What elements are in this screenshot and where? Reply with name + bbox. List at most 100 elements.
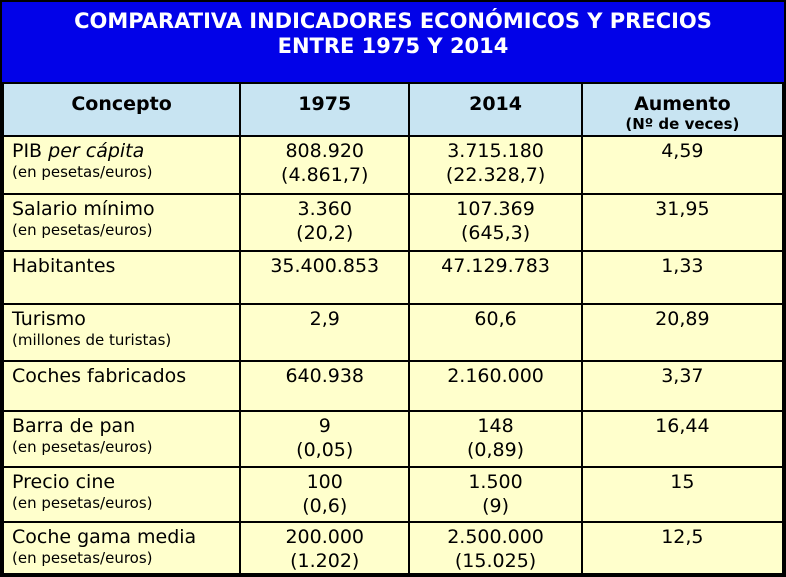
increase-cell: 31,95 <box>580 193 784 252</box>
value-1975-cell: 200.000 (1.202) <box>239 521 411 575</box>
value-2014-cell: 2.160.000 <box>408 360 583 412</box>
concept-label: Turismo <box>12 307 235 331</box>
header-label: 2014 <box>469 93 522 115</box>
increase-value: 15 <box>670 471 695 493</box>
column-header-1975: 1975 <box>239 82 411 137</box>
value-main: 3.360 <box>297 198 352 220</box>
concept-cell: Habitantes <box>2 250 242 305</box>
concept-cell: Coche gama media (en pesetas/euros) <box>2 521 242 575</box>
concept-note: (en pesetas/euros) <box>12 221 153 239</box>
concept-cell: Precio cine (en pesetas/euros) <box>2 466 242 523</box>
header-label: Aumento <box>634 93 731 115</box>
increase-cell: 15 <box>580 466 784 523</box>
value-2014-cell: 3.715.180 (22.328,7) <box>408 135 583 195</box>
increase-cell: 1,33 <box>580 250 784 305</box>
value-main: 35.400.853 <box>270 255 380 277</box>
value-2014-cell: 47.129.783 <box>408 250 583 305</box>
increase-value: 3,37 <box>661 365 704 387</box>
header-label: 1975 <box>298 93 352 115</box>
concept-text: Coches fabricados <box>12 365 187 387</box>
table-row: PIB per cápita (en pesetas/euros) 808.92… <box>2 135 784 195</box>
concept-label: Precio cine <box>12 470 235 494</box>
concept-label: PIB per cápita <box>12 139 235 163</box>
concept-label: Coches fabricados <box>12 364 235 388</box>
value-2014-cell: 60,6 <box>408 303 583 362</box>
table-row: Habitantes 35.400.853 47.129.783 1,33 <box>2 250 784 305</box>
concept-cell: Coches fabricados <box>2 360 242 412</box>
value-main: 9 <box>318 415 331 437</box>
header-row: Concepto 1975 2014 Aumento (Nº de veces) <box>2 82 784 137</box>
header-label: Concepto <box>71 93 172 115</box>
increase-cell: 12,5 <box>580 521 784 575</box>
table-row: Coches fabricados 640.938 2.160.000 3,37 <box>2 360 784 412</box>
table-row: Barra de pan (en pesetas/euros) 9 (0,05)… <box>2 410 784 468</box>
value-main: 640.938 <box>285 365 365 387</box>
value-sub: (22.328,7) <box>445 164 546 186</box>
increase-value: 4,59 <box>661 140 704 162</box>
value-1975-cell: 2,9 <box>239 303 411 362</box>
value-2014-cell: 107.369 (645,3) <box>408 193 583 252</box>
value-main: 2.500.000 <box>447 526 544 548</box>
value-main: 1.500 <box>468 471 523 493</box>
table-row: Turismo (millones de turistas) 2,9 60,6 … <box>2 303 784 362</box>
page-title-line1: COMPARATIVA INDICADORES ECONÓMICOS Y PRE… <box>74 9 712 33</box>
comparison-table: Concepto 1975 2014 Aumento (Nº de veces)… <box>2 82 784 575</box>
table-row: Coche gama media (en pesetas/euros) 200.… <box>2 521 784 575</box>
concept-note: (millones de turistas) <box>12 331 172 349</box>
increase-value: 20,89 <box>655 308 710 330</box>
column-header-aumento: Aumento (Nº de veces) <box>580 82 784 137</box>
value-main: 60,6 <box>474 308 517 330</box>
value-sub: (645,3) <box>460 222 531 244</box>
value-sub: (9) <box>482 495 509 517</box>
value-main: 808.920 <box>285 140 365 162</box>
value-2014-cell: 1.500 (9) <box>408 466 583 523</box>
value-1975-cell: 35.400.853 <box>239 250 411 305</box>
concept-text-italic: per cápita <box>48 140 145 162</box>
concept-label: Barra de pan <box>12 414 235 438</box>
concept-note: (en pesetas/euros) <box>12 494 153 512</box>
increase-cell: 20,89 <box>580 303 784 362</box>
concept-label: Coche gama media <box>12 525 235 549</box>
concept-cell: Barra de pan (en pesetas/euros) <box>2 410 242 468</box>
value-main: 200.000 <box>285 526 365 548</box>
column-header-concepto: Concepto <box>2 82 242 137</box>
value-sub: (0,05) <box>296 439 354 461</box>
increase-value: 1,33 <box>661 255 704 277</box>
value-main: 100 <box>306 471 343 493</box>
value-2014-cell: 2.500.000 (15.025) <box>408 521 583 575</box>
concept-cell: PIB per cápita (en pesetas/euros) <box>2 135 242 195</box>
concept-text: Coche gama media <box>12 526 197 548</box>
concept-text: Turismo <box>12 308 86 330</box>
value-1975-cell: 100 (0,6) <box>239 466 411 523</box>
value-main: 2,9 <box>309 308 340 330</box>
value-main: 47.129.783 <box>441 255 550 277</box>
concept-text: Salario mínimo <box>12 198 155 220</box>
increase-value: 12,5 <box>661 526 704 548</box>
value-sub: (4.861,7) <box>281 164 369 186</box>
header-sublabel: (Nº de veces) <box>625 115 740 133</box>
concept-cell: Salario mínimo (en pesetas/euros) <box>2 193 242 252</box>
table-row: Precio cine (en pesetas/euros) 100 (0,6)… <box>2 466 784 523</box>
value-sub: (0,89) <box>466 439 525 461</box>
table-row: Salario mínimo (en pesetas/euros) 3.360 … <box>2 193 784 252</box>
value-main: 2.160.000 <box>447 365 544 387</box>
value-sub: (0,6) <box>302 495 348 517</box>
concept-label: Salario mínimo <box>12 197 235 221</box>
value-1975-cell: 640.938 <box>239 360 411 412</box>
concept-cell: Turismo (millones de turistas) <box>2 303 242 362</box>
value-2014-cell: 148 (0,89) <box>408 410 583 468</box>
value-1975-cell: 3.360 (20,2) <box>239 193 411 252</box>
page-title-line2: ENTRE 1975 Y 2014 <box>277 34 509 58</box>
concept-note: (en pesetas/euros) <box>12 549 153 567</box>
value-sub: (20,2) <box>296 222 354 244</box>
title-banner: COMPARATIVA INDICADORES ECONÓMICOS Y PRE… <box>2 2 784 82</box>
column-header-2014: 2014 <box>408 82 583 137</box>
value-1975-cell: 808.920 (4.861,7) <box>239 135 411 195</box>
increase-cell: 4,59 <box>580 135 784 195</box>
concept-text: Barra de pan <box>12 415 136 437</box>
value-sub: (1.202) <box>290 550 360 572</box>
value-main: 107.369 <box>456 198 535 220</box>
value-main: 148 <box>477 415 514 437</box>
concept-note: (en pesetas/euros) <box>12 438 153 456</box>
